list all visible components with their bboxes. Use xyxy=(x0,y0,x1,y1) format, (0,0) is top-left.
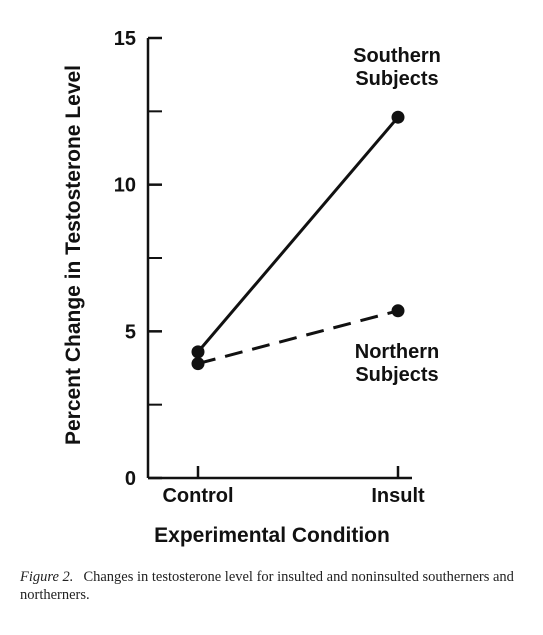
x-tick-label: Insult xyxy=(371,485,425,507)
figure-caption: Figure 2. Changes in testosterone level f… xyxy=(20,568,520,604)
series-line xyxy=(197,309,399,366)
series-group: Southern Subjects Northern Subjects xyxy=(191,45,441,386)
data-point xyxy=(191,357,205,371)
series-northern-subjects: Northern Subjects xyxy=(191,304,439,386)
data-point xyxy=(191,345,205,359)
y-axis-title: Percent Change in Testosterone Level xyxy=(62,65,85,445)
x-tick-label: Control xyxy=(162,485,233,507)
y-ticks: 0 5 10 15 xyxy=(114,28,162,490)
x-axis-title: Experimental Condition xyxy=(154,524,390,547)
series-label: Northern Subjects xyxy=(355,341,439,386)
series-southern-subjects: Southern Subjects xyxy=(191,45,441,359)
y-tick-label: 0 xyxy=(125,468,136,490)
x-ticks: Control Insult xyxy=(162,466,425,507)
axes xyxy=(146,38,412,480)
caption-text: Changes in testosterone level for insult… xyxy=(20,569,514,603)
y-tick-label: 15 xyxy=(114,28,136,50)
series-label: Southern Subjects xyxy=(353,45,441,90)
y-tick-label: 5 xyxy=(125,321,136,343)
y-tick-label: 10 xyxy=(114,175,136,197)
data-point xyxy=(391,304,405,318)
caption-label: Figure 2. xyxy=(20,569,74,585)
series-line xyxy=(196,116,400,353)
data-point xyxy=(391,110,405,124)
